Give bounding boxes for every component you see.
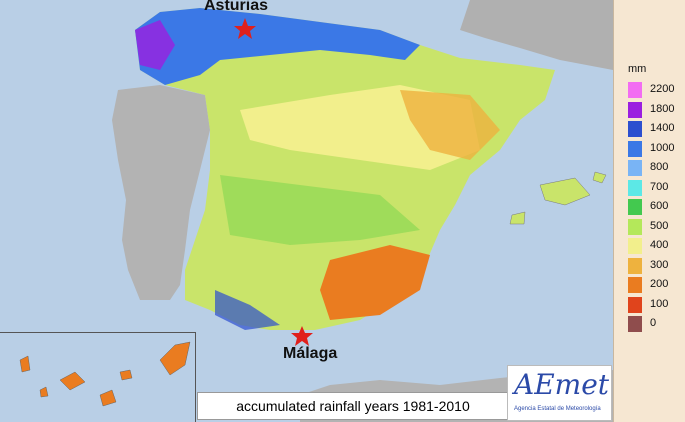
rainfall-legend: mm 2200 1800 1400 1000 800 700 600 500 400 300 200… [613, 0, 685, 422]
legend-swatch [628, 121, 642, 137]
logo-subtitle: Agencia Estatal de Meteorología [514, 406, 601, 412]
legend-row: 1400 [628, 121, 685, 137]
legend-row: 700 [628, 179, 685, 196]
legend-value: 1800 [650, 102, 675, 115]
southeast-dry-zone [320, 245, 430, 320]
legend-row: 500 [628, 218, 685, 235]
legend-value: 1000 [650, 141, 675, 154]
place-label-asturias: Asturias [204, 0, 269, 14]
canary-islands [19, 341, 191, 407]
legend-swatch [628, 218, 642, 235]
legend-row: 300 [628, 257, 685, 274]
legend-row: 1800 [628, 101, 685, 118]
legend-row: 100 [628, 296, 685, 313]
legend-row: 0 [628, 316, 685, 332]
legend-unit: mm [628, 63, 647, 75]
legend-value: 0 [650, 317, 657, 329]
legend-value: 300 [650, 258, 669, 271]
legend-row: 1000 [628, 140, 685, 157]
north-wet-zone [135, 8, 420, 85]
legend-swatch [628, 160, 642, 176]
legend-swatch [628, 316, 642, 332]
legend-swatch [628, 101, 642, 118]
legend-swatch [628, 179, 642, 196]
legend-value: 200 [650, 278, 669, 290]
legend-value: 700 [650, 180, 669, 193]
south-humid-zone [215, 290, 280, 330]
legend-row: 800 [628, 160, 685, 176]
map-caption: accumulated rainfall years 1981-2010 [197, 392, 509, 420]
legend-row: 400 [628, 238, 685, 254]
legend-swatch [628, 277, 642, 293]
place-label-malaga: Málaga [283, 345, 338, 362]
legend-swatch [628, 238, 642, 254]
asturias-marker-icon [234, 18, 256, 39]
portugal-land [112, 85, 210, 300]
legend-value: 800 [650, 161, 669, 173]
legend-value: 600 [650, 200, 669, 212]
france-land [460, 0, 613, 70]
legend-swatch [628, 296, 642, 313]
legend-value: 500 [650, 219, 669, 232]
legend-swatch [628, 257, 642, 274]
central-green-zone [220, 175, 420, 245]
legend-swatch [628, 140, 642, 157]
legend-row: 200 [628, 277, 685, 293]
legend-swatch [628, 199, 642, 215]
legend-row: 600 [628, 199, 685, 215]
legend-value: 100 [650, 297, 669, 310]
canary-inset-frame [0, 332, 196, 422]
spain-mainland [135, 8, 555, 330]
logo-wordmark: AEmet [514, 368, 610, 401]
legend-swatch [628, 82, 642, 98]
legend-value: 2200 [650, 83, 675, 95]
legend-row: 2200 [628, 82, 685, 98]
galicia-wettest [135, 20, 175, 70]
legend-value: 400 [650, 239, 669, 251]
ebro-dry-zone [400, 90, 500, 160]
malaga-marker-icon [291, 326, 313, 346]
aemet-logo: AEmet Agencia Estatal de Meteorología [507, 365, 612, 421]
legend-value: 1400 [650, 122, 675, 134]
balearic-islands [509, 171, 607, 225]
